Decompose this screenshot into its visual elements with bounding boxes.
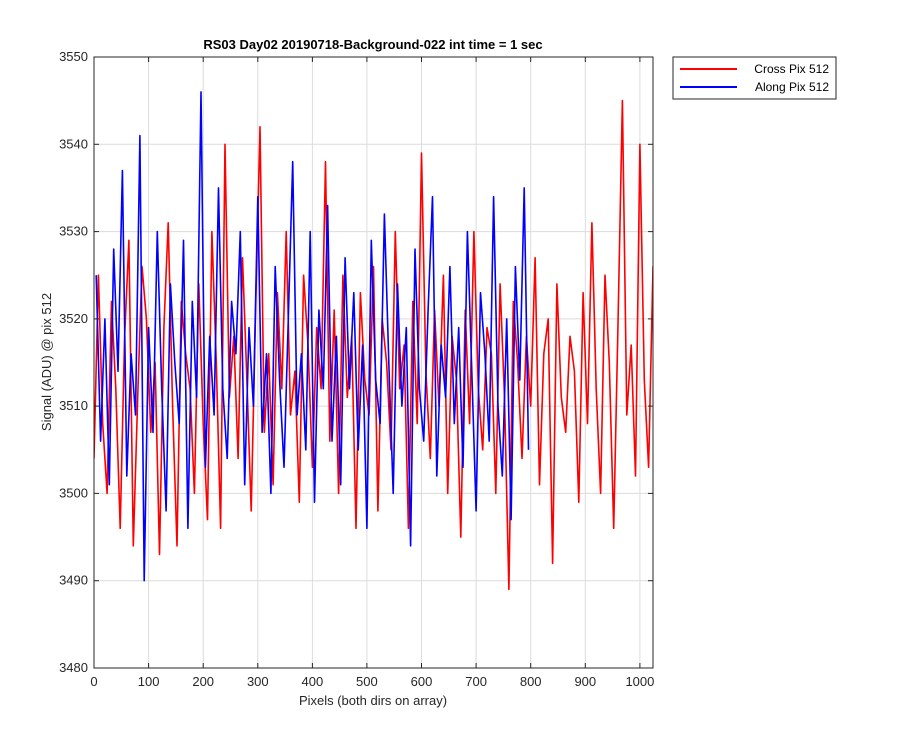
x-tick-label: 1000 (625, 674, 654, 689)
x-tick-label: 600 (411, 674, 433, 689)
x-tick-label: 200 (192, 674, 214, 689)
series-line-along-pix-512 (95, 91, 530, 582)
y-axis-label: Signal (ADU) @ pix 512 (39, 293, 54, 431)
plot-frame (93, 56, 654, 669)
y-tick-label: 3550 (59, 49, 88, 64)
x-tick-label: 100 (138, 674, 160, 689)
x-tick-label: 800 (520, 674, 542, 689)
y-tick-label: 3510 (59, 398, 88, 413)
series-layer (94, 91, 653, 591)
y-tick-label: 3500 (59, 485, 88, 500)
x-axis-label: Pixels (both dirs on array) (299, 693, 447, 708)
y-tick-label: 3520 (59, 311, 88, 326)
series-line-cross-pix-512 (94, 99, 653, 591)
legend-box (672, 56, 837, 100)
x-tick-label: 0 (90, 674, 97, 689)
y-tick-label: 3530 (59, 224, 88, 239)
y-tick-label: 3480 (59, 660, 88, 675)
x-tick-label: 900 (574, 674, 596, 689)
y-tick-label: 3490 (59, 573, 88, 588)
tick-labels: 0 100 200 300 400 500 600 700 800 900 1000 3480 3490… (59, 49, 654, 689)
chart-title: RS03 Day02 20190718-Background-022 int t… (203, 37, 542, 52)
x-tick-label: 700 (465, 674, 487, 689)
legend-label-cross: Cross Pix 512 (754, 62, 829, 76)
legend-label-along: Along Pix 512 (755, 80, 829, 94)
y-tick-label: 3540 (59, 136, 88, 151)
x-tick-label: 300 (247, 674, 269, 689)
legend[interactable]: Cross Pix 512 Along Pix 512 (672, 56, 837, 100)
axis-ticks (93, 56, 653, 669)
x-tick-label: 400 (302, 674, 324, 689)
x-tick-label: 500 (356, 674, 378, 689)
